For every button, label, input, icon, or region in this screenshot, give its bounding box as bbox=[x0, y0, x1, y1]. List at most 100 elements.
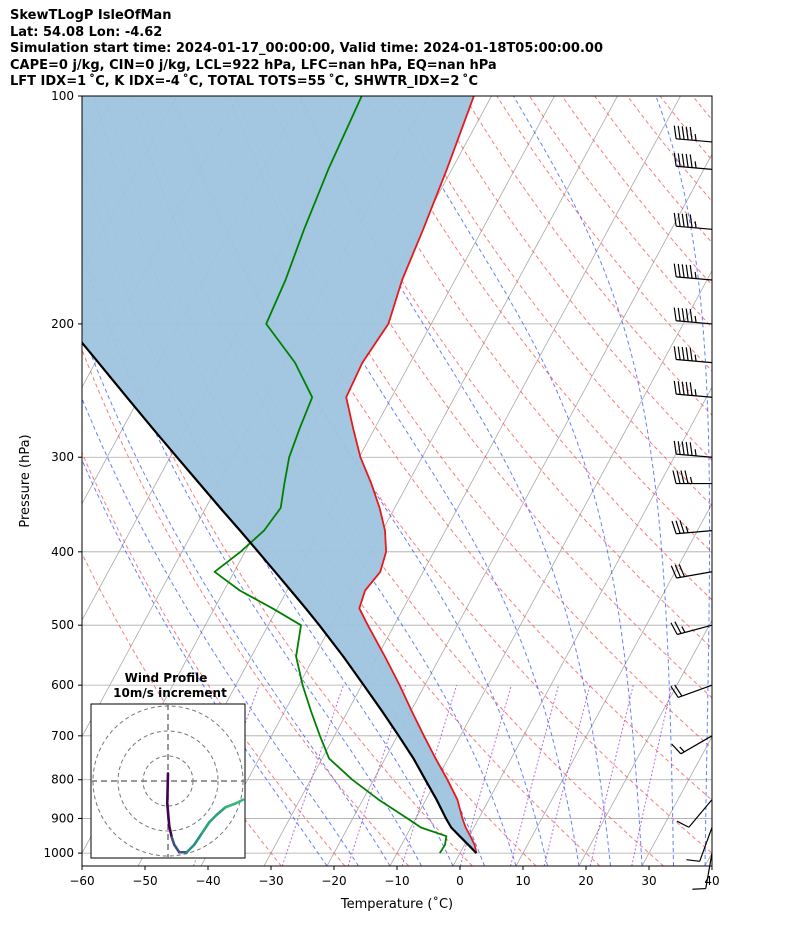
hodograph-segment bbox=[172, 843, 181, 854]
dry-adiabat bbox=[659, 96, 712, 161]
dry-adiabat bbox=[267, 96, 712, 699]
moist-adiabat bbox=[82, 329, 391, 866]
barb-flag bbox=[673, 307, 677, 321]
x-tick-label: 10 bbox=[515, 874, 530, 888]
isotherm-line bbox=[768, 96, 794, 866]
wind-barbs bbox=[670, 125, 713, 890]
barb-flag bbox=[679, 520, 685, 534]
barb-flag bbox=[681, 264, 685, 278]
barb-flag bbox=[685, 126, 689, 140]
index-line: LFT IDX=1 ˚C, K IDX=-4 ˚C, TOTAL TOTS=55… bbox=[10, 74, 478, 89]
dry-adiabat bbox=[594, 96, 712, 244]
barb-flag bbox=[672, 470, 677, 484]
dry-adiabat bbox=[529, 96, 712, 329]
wind-barb bbox=[692, 852, 713, 890]
wind-barb bbox=[670, 564, 713, 579]
barb-flag bbox=[676, 820, 690, 828]
time-line: Simulation start time: 2024-01-17_00:00:… bbox=[10, 41, 603, 56]
barb-flag bbox=[673, 212, 677, 227]
x-tick-label: −40 bbox=[195, 874, 220, 888]
isotherm-line bbox=[389, 269, 712, 866]
barb-flag bbox=[685, 347, 689, 361]
isotherm-line bbox=[515, 502, 712, 866]
wind-barb bbox=[672, 470, 712, 485]
y-tick-label: 700 bbox=[51, 729, 74, 743]
barb-flag bbox=[673, 263, 677, 277]
barb-staff bbox=[676, 393, 713, 398]
barb-half-flag bbox=[685, 526, 689, 533]
moist-adiabat bbox=[82, 397, 359, 866]
barb-flag bbox=[670, 565, 678, 579]
dry-adiabat bbox=[463, 96, 712, 416]
barb-flag bbox=[681, 346, 685, 361]
parcel-line bbox=[82, 340, 478, 854]
x-tick-label: 30 bbox=[641, 874, 656, 888]
barb-flag bbox=[681, 308, 685, 322]
isotherm-line bbox=[263, 96, 681, 866]
barb-staff bbox=[676, 453, 713, 458]
dry-adiabat bbox=[82, 348, 410, 866]
dry-adiabat bbox=[235, 96, 712, 749]
barb-staff bbox=[688, 799, 713, 828]
dewpoint-line bbox=[213, 96, 448, 854]
x-tick-label: −50 bbox=[132, 874, 157, 888]
dry-adiabat bbox=[202, 96, 712, 801]
barb-flag bbox=[689, 126, 693, 141]
mixing-ratio-line bbox=[543, 684, 591, 866]
isotherm-line bbox=[578, 619, 712, 866]
hodograph-segment bbox=[167, 824, 174, 839]
wind-barb bbox=[670, 621, 713, 636]
moist-adiabat bbox=[82, 458, 328, 866]
isotherm-line bbox=[452, 386, 712, 866]
barb-flag bbox=[689, 154, 693, 168]
hodograph-segment bbox=[192, 832, 204, 847]
moist-adiabat bbox=[228, 96, 580, 866]
hodograph-title: Wind Profile bbox=[125, 671, 208, 685]
barb-flag bbox=[670, 685, 679, 698]
x-tick-label: −60 bbox=[69, 874, 94, 888]
barb-flag bbox=[681, 153, 685, 168]
x-tick-label: 20 bbox=[578, 874, 593, 888]
hodograph-ring bbox=[117, 730, 219, 832]
barb-flag bbox=[689, 347, 693, 361]
wind-barb bbox=[673, 125, 713, 143]
mixing-ratio-line bbox=[401, 684, 458, 866]
moist-adiabat bbox=[513, 96, 674, 866]
barb-flag bbox=[689, 214, 693, 228]
barb-half-flag bbox=[679, 746, 685, 753]
hodograph-segment bbox=[207, 813, 219, 824]
wind-barb bbox=[673, 346, 713, 364]
y-tick-label: 600 bbox=[51, 678, 74, 692]
barb-flag bbox=[673, 125, 677, 139]
barb-flag bbox=[677, 346, 681, 360]
hodograph-segment bbox=[200, 820, 211, 835]
mixing-ratio-line bbox=[281, 684, 344, 866]
mixing-ratio-line bbox=[589, 684, 634, 866]
barb-flag bbox=[677, 125, 681, 140]
barb-staff bbox=[676, 320, 713, 325]
barb-flag bbox=[677, 307, 681, 322]
barb-staff bbox=[676, 276, 713, 281]
hodograph-subtitle: 10m/s increment bbox=[113, 686, 227, 700]
hodograph-segment bbox=[234, 798, 245, 805]
barb-half-flag bbox=[694, 161, 697, 169]
hodograph-segment bbox=[165, 802, 171, 828]
moist-adiabat bbox=[655, 96, 711, 866]
wind-barb bbox=[671, 735, 713, 755]
y-tick-label: 800 bbox=[51, 773, 74, 787]
hodograph-segment bbox=[185, 843, 196, 854]
temperature-line bbox=[345, 96, 478, 854]
barb-half-flag bbox=[689, 476, 693, 484]
hodograph-segment bbox=[165, 772, 170, 805]
barb-flag bbox=[671, 520, 677, 534]
barb-staff bbox=[677, 684, 713, 699]
barb-flag bbox=[689, 264, 693, 279]
wind-barb bbox=[670, 684, 713, 699]
barb-half-flag bbox=[694, 449, 697, 456]
barb-staff bbox=[676, 358, 713, 364]
barb-flag bbox=[671, 743, 682, 755]
barb-flag bbox=[680, 470, 685, 484]
barb-flag bbox=[685, 264, 689, 278]
hodograph-segment bbox=[224, 802, 237, 809]
